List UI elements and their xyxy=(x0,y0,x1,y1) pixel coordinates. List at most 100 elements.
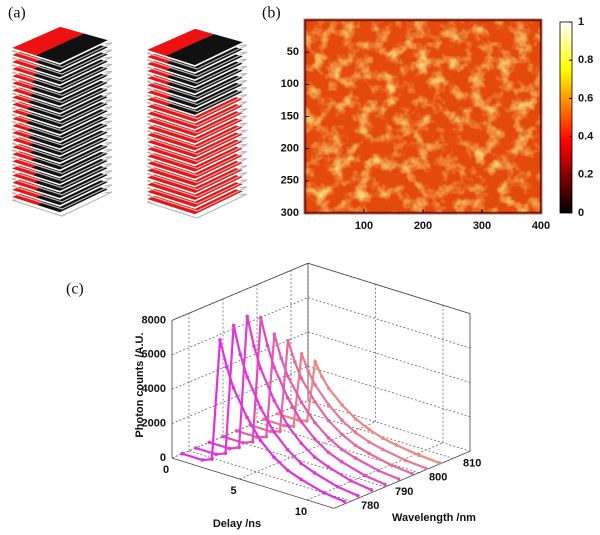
data-point xyxy=(313,437,317,441)
data-point xyxy=(272,430,276,434)
grid-line xyxy=(306,442,444,501)
data-point xyxy=(367,451,371,456)
data-point xyxy=(349,479,353,483)
data-point xyxy=(231,386,236,390)
panel-label: (c) xyxy=(66,281,84,298)
z-tick-label: 4000 xyxy=(142,383,166,395)
y-axis-label: Wavelength /nm xyxy=(392,512,476,524)
data-point xyxy=(340,418,344,423)
data-point xyxy=(285,447,290,452)
y-tick-label: 200 xyxy=(281,143,299,155)
data-point xyxy=(313,383,317,387)
data-point xyxy=(305,419,309,423)
data-point xyxy=(262,417,266,422)
x-tick-label: 0 xyxy=(163,464,169,476)
data-point xyxy=(214,452,218,457)
data-point xyxy=(227,446,232,451)
data-point xyxy=(356,493,360,498)
data-point xyxy=(238,352,243,357)
colorbar-tick-label: 0 xyxy=(578,207,584,219)
data-point xyxy=(285,468,290,472)
data-point xyxy=(313,359,318,364)
data-point xyxy=(340,432,344,437)
data-point xyxy=(326,386,331,390)
layer-stacks xyxy=(7,25,248,219)
y-tick-label: 100 xyxy=(281,78,299,90)
data-point xyxy=(268,429,273,434)
panel-label: (a) xyxy=(8,5,26,22)
y-tick-label: 50 xyxy=(287,46,299,58)
y-tick-label: 790 xyxy=(395,486,413,498)
data-point xyxy=(424,466,428,471)
data-point xyxy=(282,423,286,428)
layer-black xyxy=(35,33,110,64)
layer-edge xyxy=(7,25,113,65)
box-edge xyxy=(171,457,335,509)
data-point xyxy=(272,398,277,403)
data-point xyxy=(245,314,249,319)
data-point xyxy=(245,415,249,420)
data-point xyxy=(312,455,317,459)
y-tick-label: 800 xyxy=(429,472,447,484)
data-point xyxy=(218,338,222,342)
data-point xyxy=(237,445,241,450)
data-point xyxy=(245,374,249,379)
data-point xyxy=(353,430,358,435)
layer-edge xyxy=(142,27,248,67)
data-point xyxy=(326,435,331,440)
data-point xyxy=(299,441,304,446)
data-point xyxy=(286,374,290,379)
y-tick-label: 150 xyxy=(281,110,299,122)
data-point xyxy=(299,351,304,356)
data-point xyxy=(259,315,263,320)
z-tick-label: 6000 xyxy=(142,349,166,361)
data-point xyxy=(322,491,326,495)
data-point xyxy=(390,463,394,468)
data-point xyxy=(306,369,311,374)
data-point xyxy=(312,471,317,475)
data-point xyxy=(369,488,374,492)
data-point xyxy=(299,376,304,381)
data-point xyxy=(265,344,270,348)
box-edge xyxy=(333,450,471,509)
grid-line xyxy=(171,366,309,424)
data-point xyxy=(380,436,385,440)
heatmap-texture xyxy=(305,20,541,213)
data-point xyxy=(353,443,358,448)
data-point xyxy=(313,420,317,425)
y-tick-label: 300 xyxy=(281,207,299,219)
series-line xyxy=(222,317,386,486)
data-point xyxy=(278,429,282,434)
grid-line xyxy=(307,366,471,418)
data-point xyxy=(224,365,229,369)
data-point xyxy=(396,477,401,481)
data-point xyxy=(417,453,421,457)
data-point xyxy=(340,460,344,464)
colorbar-tick-label: 0.4 xyxy=(578,131,594,143)
data-point xyxy=(231,323,236,328)
data-point xyxy=(272,365,277,370)
data-point xyxy=(403,458,408,463)
data-point xyxy=(279,356,283,360)
x-tick-label: 10 xyxy=(295,506,307,518)
grid-line xyxy=(290,407,454,459)
x-tick-label: 100 xyxy=(355,220,373,232)
y-tick-label: 250 xyxy=(281,175,299,187)
box-edge xyxy=(307,262,471,314)
data-point xyxy=(210,457,214,461)
data-point xyxy=(340,447,344,452)
data-point xyxy=(221,434,225,439)
data-point xyxy=(353,456,358,460)
z-tick-label: 0 xyxy=(160,452,166,464)
data-point xyxy=(313,400,317,404)
y-tick-label: 810 xyxy=(463,457,481,469)
data-point xyxy=(326,450,331,455)
data-point xyxy=(437,461,442,465)
data-point xyxy=(194,446,198,450)
data-point xyxy=(207,440,212,445)
data-point xyxy=(264,435,269,439)
box-edge xyxy=(171,262,309,321)
data-point xyxy=(342,499,347,504)
data-point xyxy=(299,400,304,404)
